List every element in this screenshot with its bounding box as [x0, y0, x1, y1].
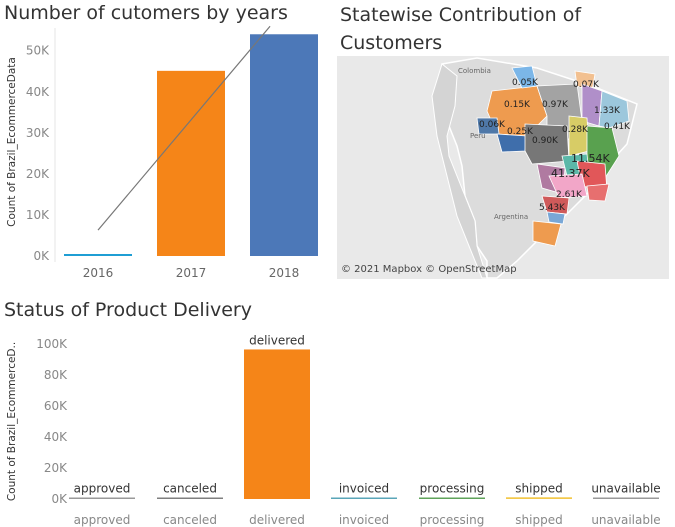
state-region-roraima	[511, 65, 538, 89]
state-value-label: 2.61K	[556, 190, 582, 200]
chart2-x-tick: processing	[420, 513, 485, 527]
state-region-santa-catarina	[546, 211, 566, 225]
bar-2016	[64, 254, 132, 256]
chart2-data-label: canceled	[163, 482, 217, 496]
chart2-y-tick: 60K	[44, 399, 68, 413]
chart2-title: Status of Product Delivery	[4, 299, 252, 321]
place-label: Colombia	[458, 67, 491, 75]
chart2-y-tick: 20K	[44, 461, 68, 475]
chart2-data-label: shipped	[515, 481, 562, 495]
state-value-label: 0.06K	[479, 120, 505, 130]
chart1-y-label: Count of Brazil_EcommerceData	[6, 57, 18, 227]
map-title: Statewise Contribution of Customers	[340, 4, 582, 54]
chart1-x-tick: 2018	[269, 266, 300, 280]
trend-line	[97, 25, 271, 231]
state-region-tocantins	[568, 115, 590, 157]
chart1-x-tick: 2016	[83, 266, 114, 280]
bar-canceled	[157, 497, 223, 499]
chart2-data-label: unavailable	[591, 482, 660, 496]
chart2-x-tick: shipped	[515, 513, 562, 527]
state-value-label: 0.07K	[573, 80, 599, 90]
chart2-data-label: approved	[74, 482, 131, 496]
state-region-sao-paulo	[548, 173, 588, 199]
state-region-mato-grosso	[524, 123, 570, 165]
state-region-northeast	[598, 90, 630, 129]
state-value-label: 1.33K	[594, 106, 620, 116]
chart2-data-label: processing	[420, 482, 485, 496]
chart2-x-tick: unavailable	[591, 513, 660, 527]
state-value-label: 5.43K	[539, 203, 565, 213]
chart2-y-tick: 40K	[44, 430, 68, 444]
chart1-y-tick: 10K	[26, 208, 50, 222]
chart2-y-tick: 80K	[44, 368, 68, 382]
state-value-label: 0.90K	[532, 136, 558, 146]
chart2-x-tick: invoiced	[339, 513, 389, 527]
chart2-x-tick: delivered	[249, 513, 305, 527]
state-value-label: 0.28K	[562, 125, 588, 135]
state-value-label: 0.15K	[504, 100, 530, 110]
map-attribution: © 2021 Mapbox © OpenStreetMap	[341, 264, 517, 275]
bar-delivered	[244, 349, 310, 499]
chart1-y-tick: 50K	[26, 44, 50, 58]
state-value-label: 11.54K	[571, 152, 610, 165]
state-region-rio-grande-sul	[532, 220, 562, 247]
place-label: Peru	[470, 132, 486, 140]
state-map[interactable]	[337, 56, 669, 279]
chart2-y-tick: 0K	[51, 492, 68, 506]
chart2-x-tick: approved	[74, 513, 131, 527]
west-coast-landmass	[431, 63, 488, 279]
chart2-data-label: delivered	[249, 333, 305, 347]
chart2-y-tick: 100K	[36, 337, 68, 351]
map-shapes	[337, 56, 669, 279]
state-value-label: 0.97K	[542, 100, 568, 110]
bar-invoiced	[331, 497, 397, 499]
chart1-x-tick: 2017	[176, 266, 207, 280]
state-region-rio	[586, 183, 610, 202]
chart2-data-label: invoiced	[339, 482, 389, 496]
bar-2017	[157, 70, 225, 256]
customers-by-year-chart: 0K 10K 20K 30K 40K 50K Count of Brazil_Ecommer…	[6, 25, 318, 280]
chart1-y-tick: 0K	[33, 249, 50, 263]
chart1-title: Number of cutomers by years	[4, 2, 288, 24]
state-region-parana	[541, 195, 570, 215]
bar-unavailable	[593, 497, 659, 499]
bar-processing	[419, 497, 485, 499]
bar-2018	[250, 34, 318, 256]
chart1-y-tick: 40K	[26, 85, 50, 99]
state-value-label: 0.25K	[507, 127, 533, 137]
chart2-y-label: Count of Brazil_EcommerceD..	[6, 342, 18, 501]
state-value-label: 41.37K	[551, 167, 590, 180]
state-value-label: 0.41K	[604, 122, 630, 132]
chart1-y-tick: 30K	[26, 126, 50, 140]
place-label: Argentina	[494, 213, 529, 221]
bar-approved	[69, 497, 135, 499]
delivery-status-chart: 0K 20K 40K 60K 80K 100K Count of Brazil_Ecomme…	[6, 333, 661, 527]
bar-shipped	[506, 497, 572, 499]
state-value-label: 0.05K	[512, 78, 538, 88]
chart1-y-tick: 20K	[26, 167, 50, 181]
chart2-x-tick: canceled	[163, 513, 217, 527]
